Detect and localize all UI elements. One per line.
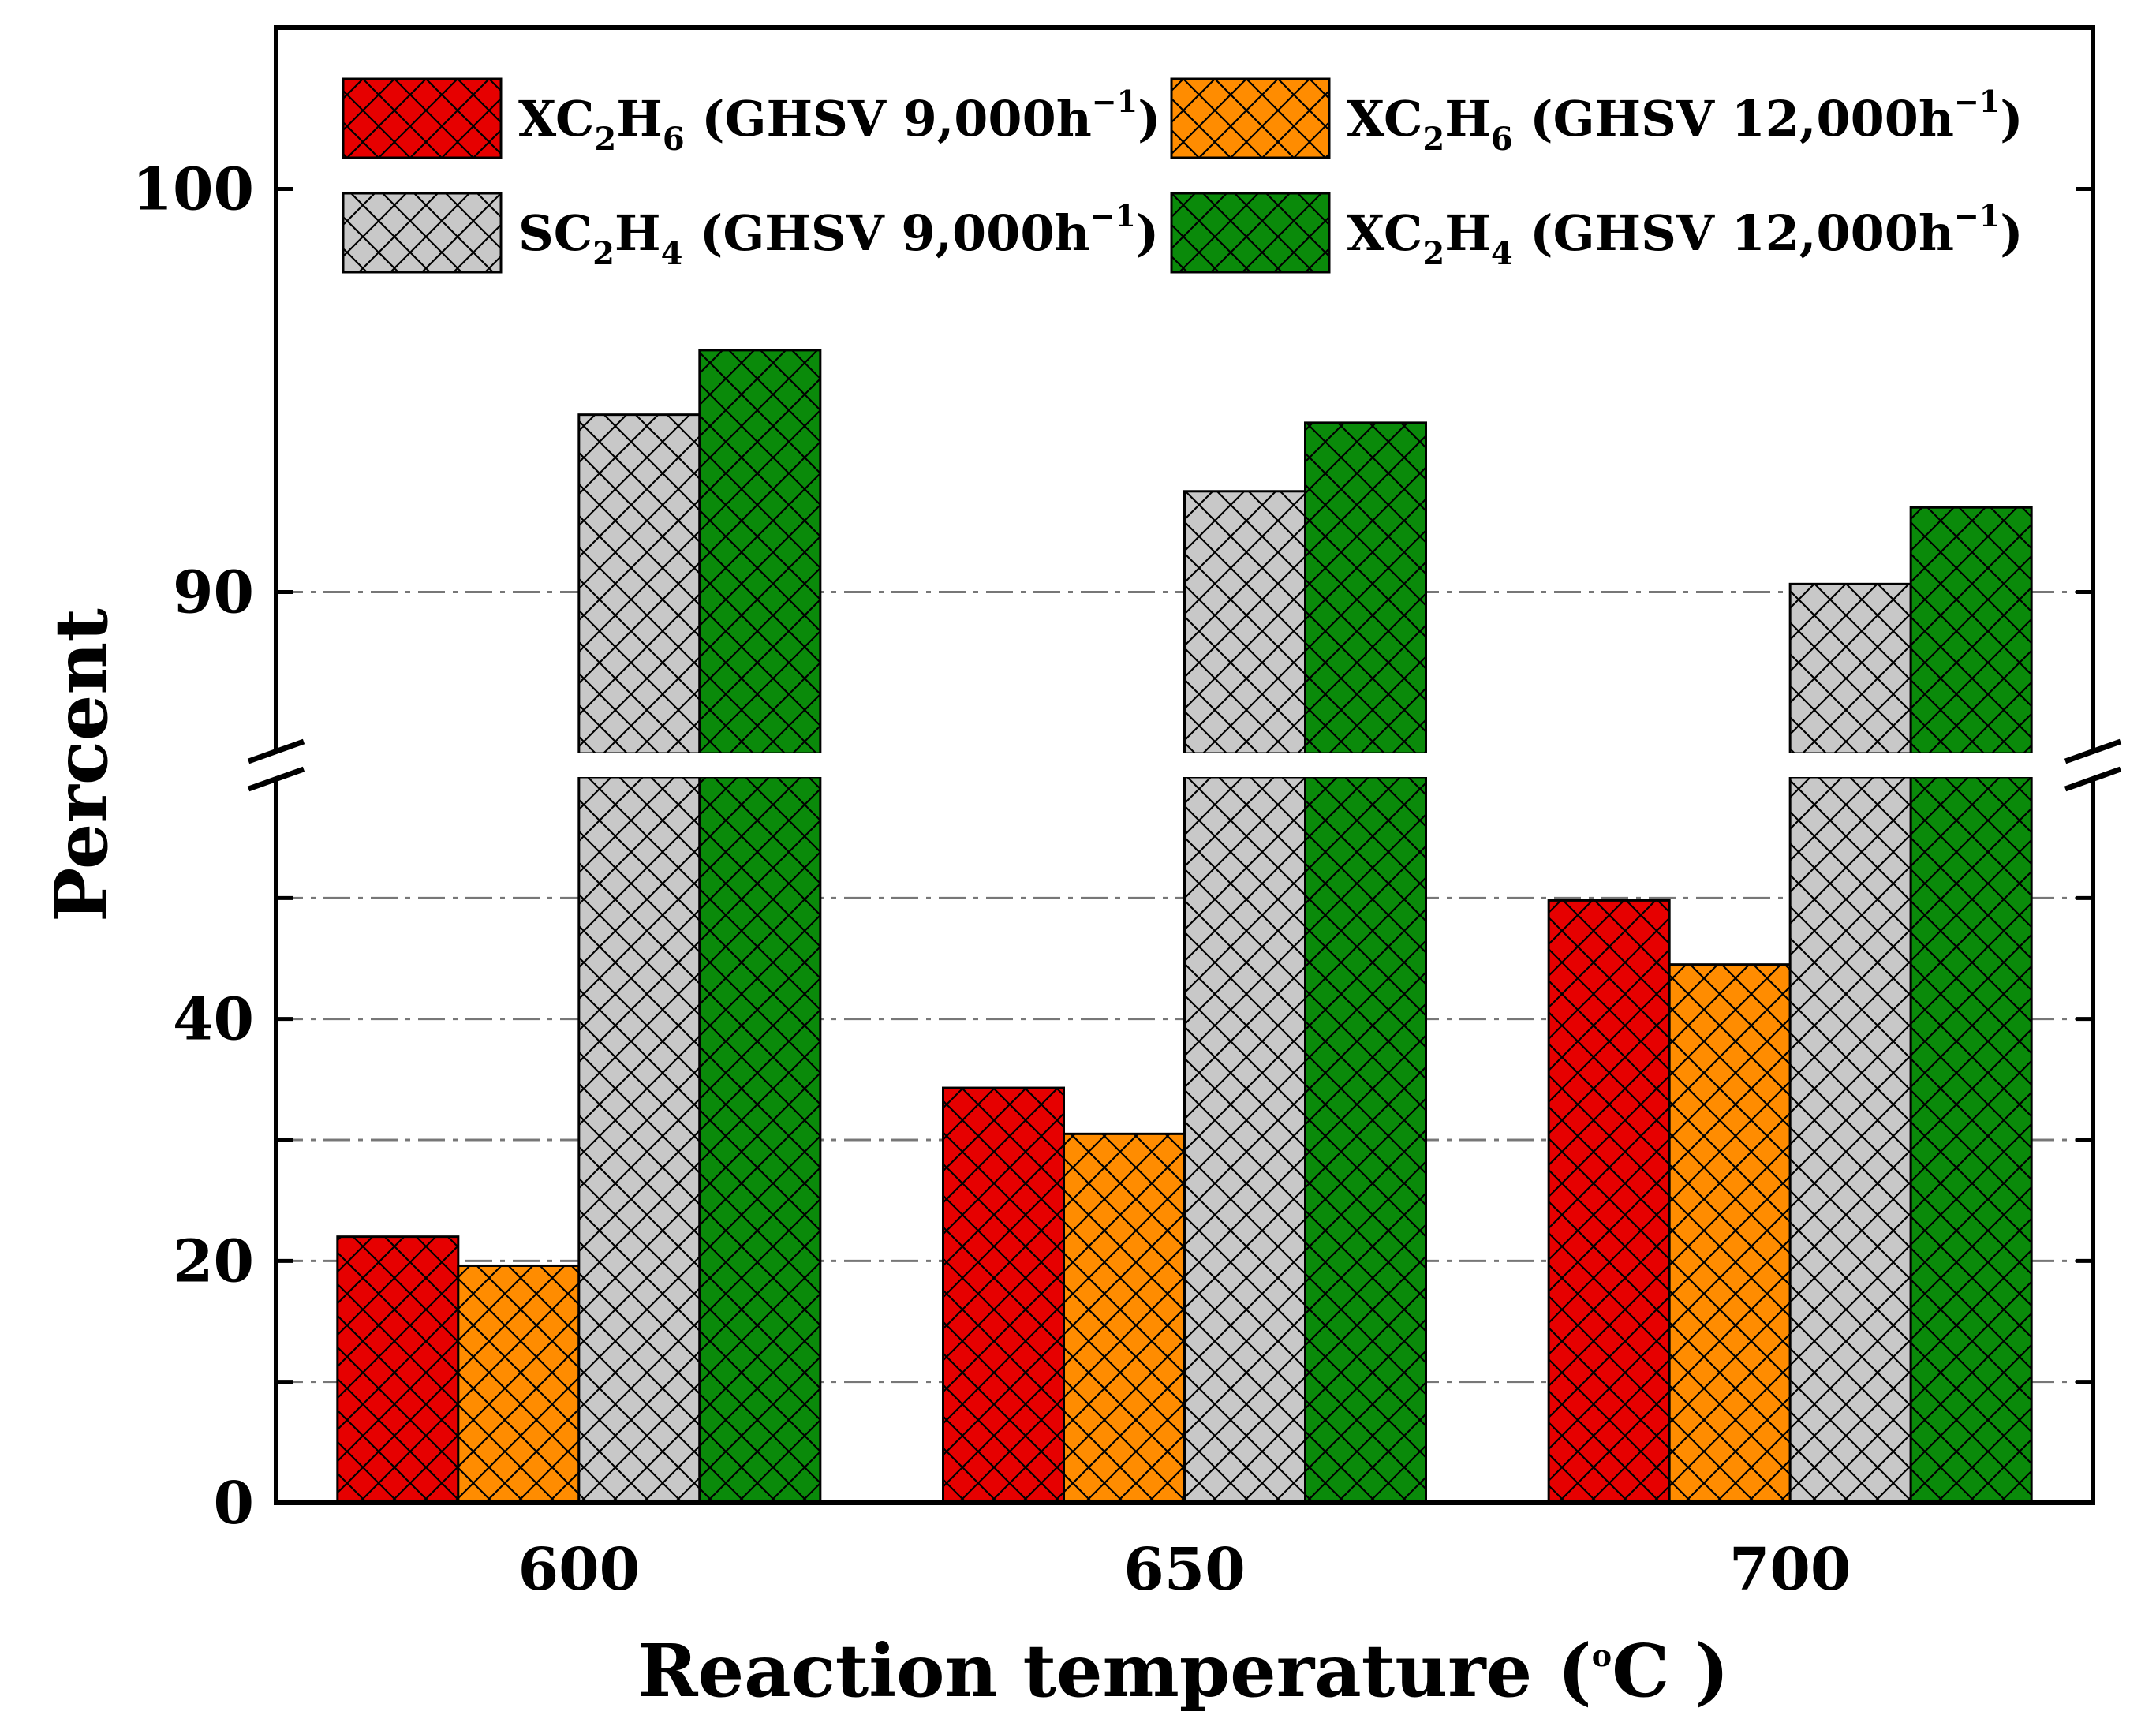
bar-700-series-2 — [1668, 963, 1792, 1504]
ytick-0-label: 0 — [214, 1470, 255, 1538]
bar-600-series-2 — [457, 1264, 581, 1504]
bar-700-series-4-upper-part — [1909, 506, 2033, 755]
break-mark — [247, 766, 305, 792]
legend-swatch-2 — [1170, 77, 1331, 159]
bar-600-series-3-lower-part — [577, 775, 701, 1504]
bar-700-series-4-lower-part — [1909, 775, 2033, 1504]
legend-label-2: XC2H6 (GHSV 12,000h−1) — [1347, 84, 2023, 158]
legend-swatch-3 — [342, 192, 503, 274]
ytick-100-label: 100 — [133, 155, 254, 223]
bar-650-series-3-upper-part — [1183, 490, 1306, 755]
ytick-40-label: 40 — [173, 986, 254, 1054]
bar-650-series-4-upper-part — [1304, 421, 1427, 755]
xtick-label-650: 650 — [1123, 1536, 1245, 1604]
break-mark — [2064, 738, 2122, 764]
bar-700-series-3-upper-part — [1788, 582, 1912, 755]
bar-650-series-4-lower-part — [1304, 775, 1427, 1504]
ytick-20-label: 20 — [173, 1227, 254, 1295]
bars — [336, 349, 2033, 1504]
x-axis-title: Reaction temperature (oC ) — [637, 1628, 1729, 1713]
legend-label-1: XC2H6 (GHSV 9,000h−1) — [518, 84, 1160, 158]
legend: XC2H6 (GHSV 9,000h−1) XC2H6 (GHSV 12,000h… — [342, 77, 2023, 274]
legend-label-4: XC2H4 (GHSV 12,000h−1) — [1347, 198, 2023, 272]
bar-600-series-3-upper-part — [577, 413, 701, 755]
bar-600-series-4-lower-part — [698, 775, 822, 1504]
xtick-label-600: 600 — [518, 1536, 640, 1604]
break-mark — [2064, 766, 2122, 792]
bar-700-series-1 — [1547, 899, 1671, 1504]
legend-swatch-4 — [1170, 192, 1331, 274]
y-axis-title: Percent — [39, 608, 124, 922]
bar-600-series-4-upper-part — [698, 349, 822, 755]
axis-break-gap — [278, 753, 2091, 777]
legend-swatch-1 — [342, 77, 503, 159]
xtick-label-700: 700 — [1729, 1536, 1851, 1604]
ytick-90-label: 90 — [173, 559, 254, 627]
bar-600-series-1 — [336, 1235, 460, 1504]
bar-650-series-2 — [1063, 1132, 1186, 1504]
bar-650-series-3-lower-part — [1183, 775, 1306, 1504]
break-mark — [247, 738, 305, 764]
bar-650-series-1 — [942, 1086, 1065, 1504]
bar-700-series-3-lower-part — [1788, 775, 1912, 1504]
legend-label-3: SC2H4 (GHSV 9,000h−1) — [518, 198, 1159, 272]
